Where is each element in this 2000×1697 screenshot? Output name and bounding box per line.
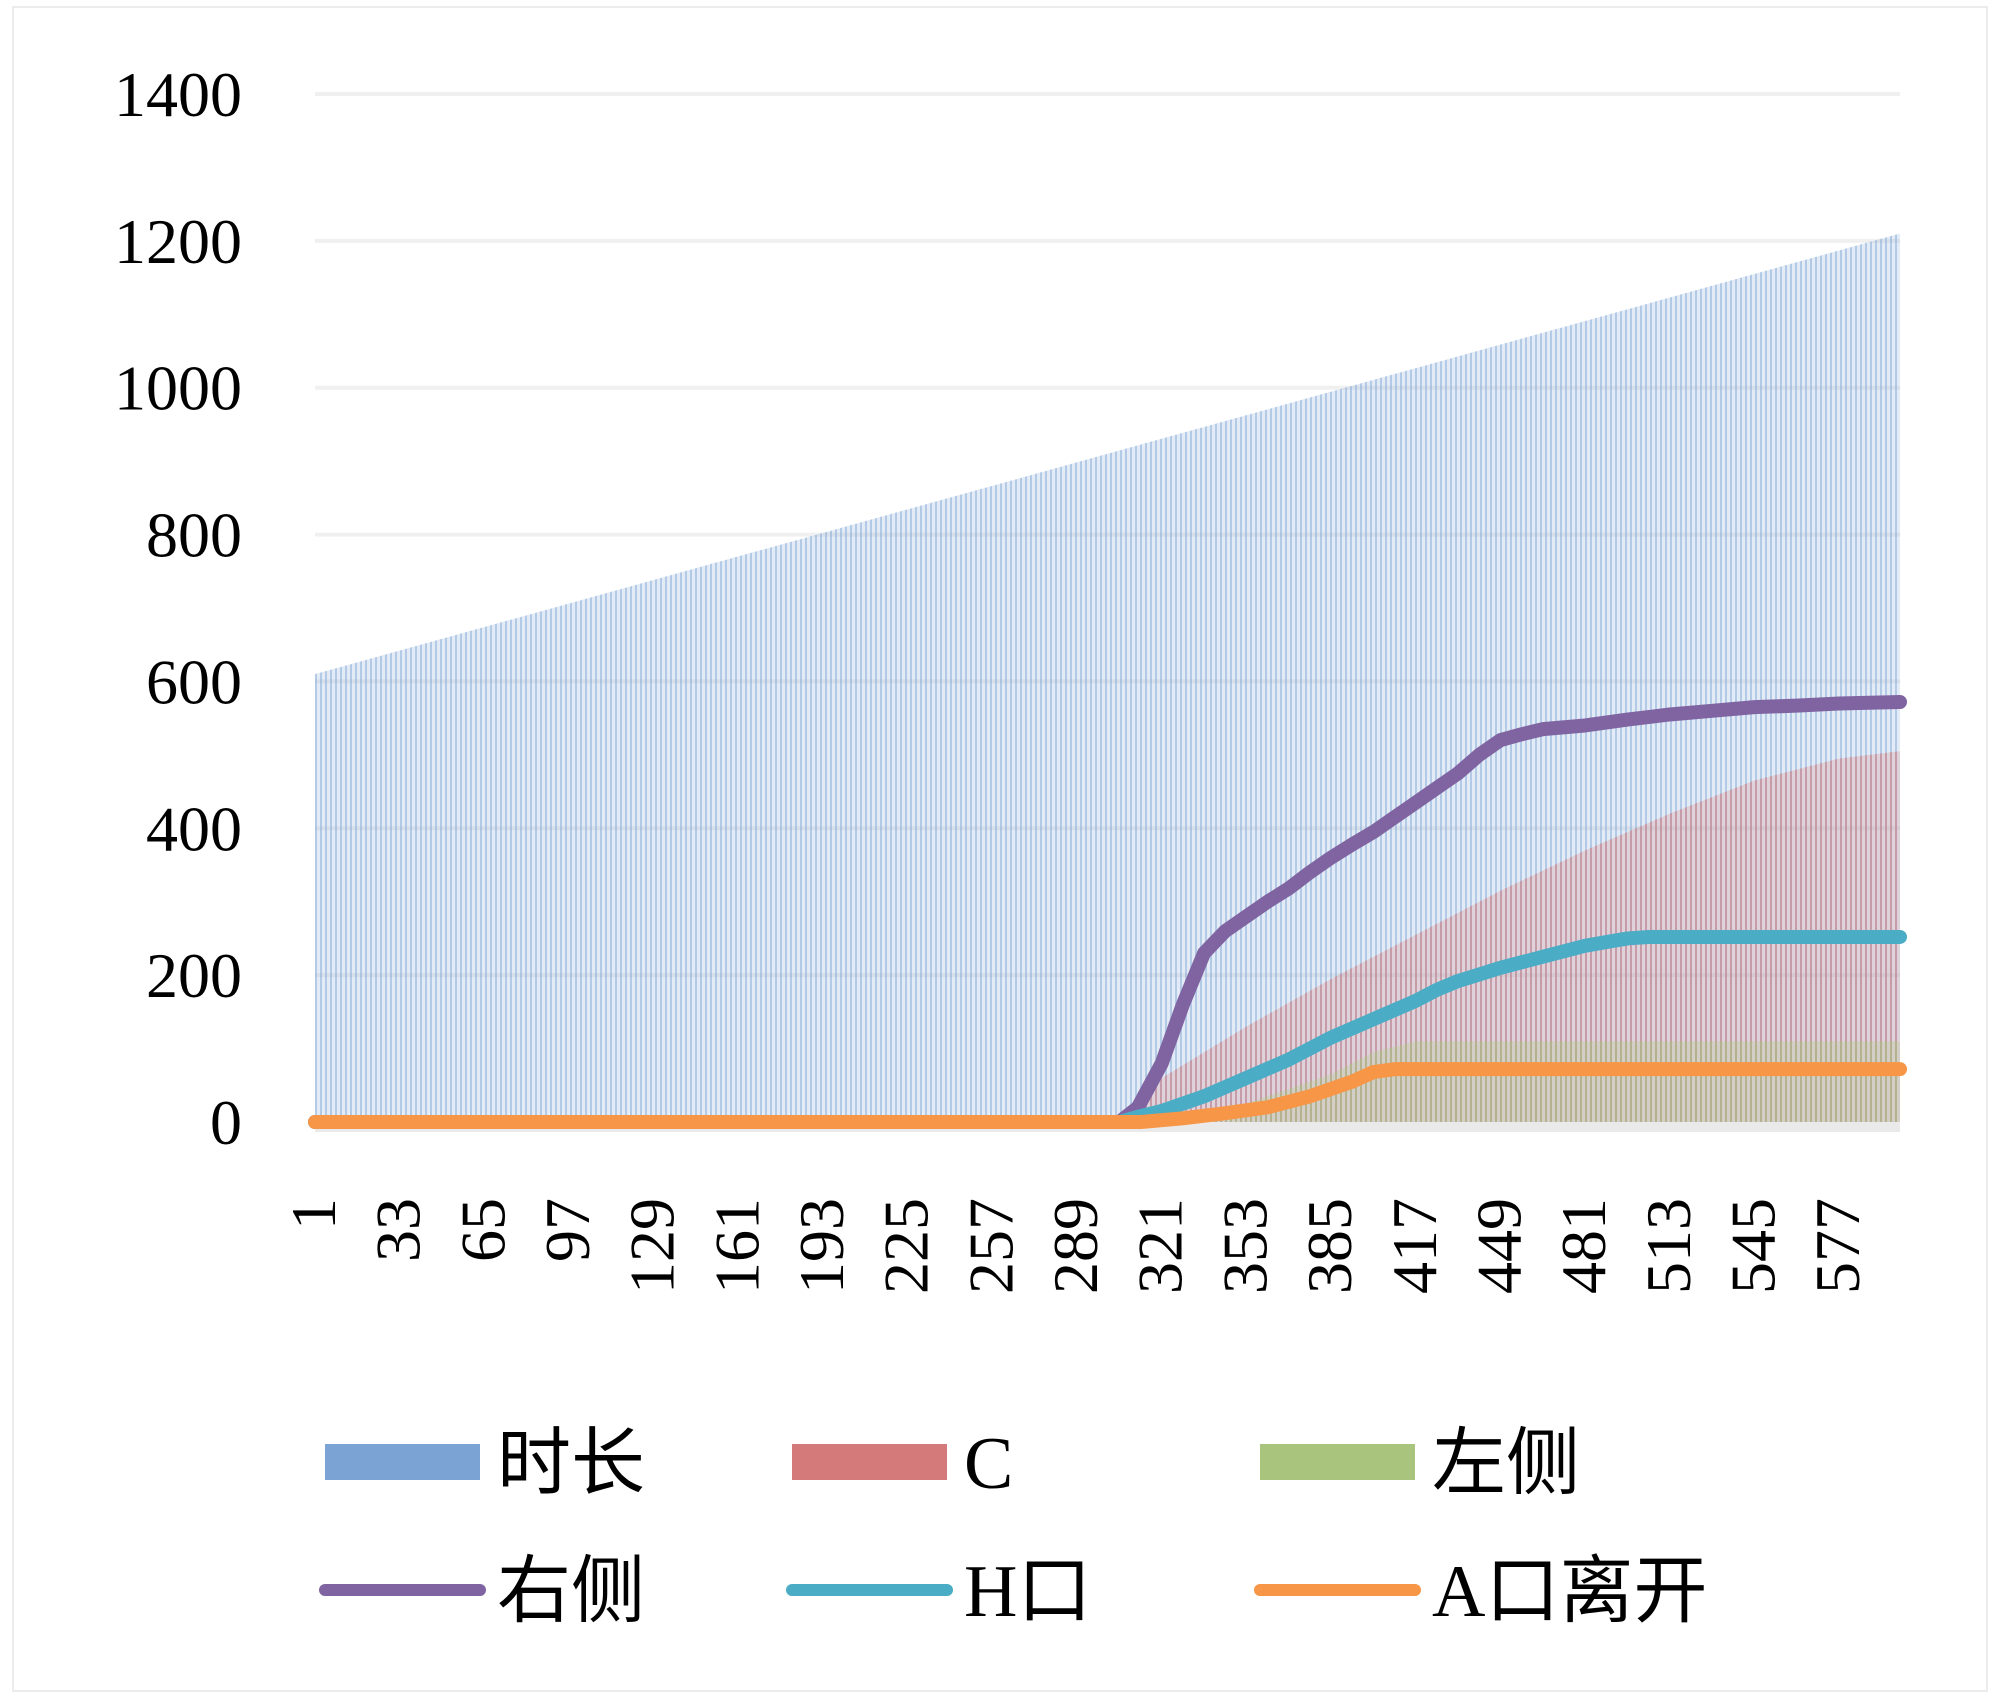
x-axis-tick-labels: 1 33 65 97 129 161 193 225 257 289 321 353 385 417 449… [278,1198,1873,1294]
legend-item-时长: 时长 [325,1423,645,1505]
line-series-右侧 [308,694,1907,1129]
x-tick-label: 417 [1379,1198,1450,1294]
legend-swatch [792,1444,947,1480]
y-tick-label: 0 [210,1087,242,1158]
legend-label: H口 [964,1551,1091,1633]
x-tick-label: 449 [1463,1198,1534,1294]
legend-item-右侧: 右侧 [319,1551,645,1633]
legend-label: 右侧 [497,1551,645,1633]
x-tick-label: 321 [1125,1198,1196,1294]
legend-label: 时长 [497,1423,645,1505]
area-series-左侧 [315,1041,1900,1122]
area-series-C [315,751,1900,1122]
legend-item-H口: H口 [786,1551,1091,1633]
x-tick-label: 513 [1633,1198,1704,1294]
x-tick-label: 193 [786,1198,857,1294]
line-series-group [308,694,1907,1129]
x-tick-label: 385 [1294,1198,1365,1294]
legend-item-左侧: 左侧 [1260,1423,1580,1505]
area-series-group [315,233,1900,1122]
y-tick-label: 200 [146,940,242,1011]
x-tick-label: 481 [1548,1198,1619,1294]
line-series-A口离开 [308,1062,1907,1129]
y-tick-label: 1400 [114,59,242,130]
x-tick-label: 353 [1209,1198,1280,1294]
legend-label: A口离开 [1432,1551,1707,1633]
legend-label: 左侧 [1432,1423,1580,1505]
x-tick-label: 129 [617,1198,688,1294]
x-tick-label: 577 [1802,1198,1873,1294]
line-series-H口 [308,929,1907,1129]
x-tick-label: 289 [1040,1198,1111,1294]
x-tick-label: 161 [701,1198,772,1294]
legend-swatch [1260,1444,1415,1480]
x-tick-label: 97 [532,1198,603,1262]
y-tick-label: 600 [146,646,242,717]
legend-label: C [964,1423,1013,1505]
chart-frame [12,6,1988,1692]
x-tick-label: 225 [871,1198,942,1294]
x-tick-label: 1 [278,1198,349,1230]
y-tick-label: 1000 [114,353,242,424]
legend-item-C: C [792,1423,1013,1505]
x-tick-label: 33 [363,1198,434,1262]
legend-item-A口离开: A口离开 [1254,1551,1707,1633]
x-tick-label: 545 [1717,1198,1788,1294]
legend-swatch [325,1444,480,1480]
x-tick-label: 65 [447,1198,518,1262]
y-axis-tick-labels: 0 200 400 600 800 1000 1200 1400 [114,59,242,1158]
y-tick-label: 1200 [114,206,242,277]
y-tick-label: 800 [146,500,242,571]
y-tick-label: 400 [146,793,242,864]
x-tick-label: 257 [955,1198,1026,1294]
